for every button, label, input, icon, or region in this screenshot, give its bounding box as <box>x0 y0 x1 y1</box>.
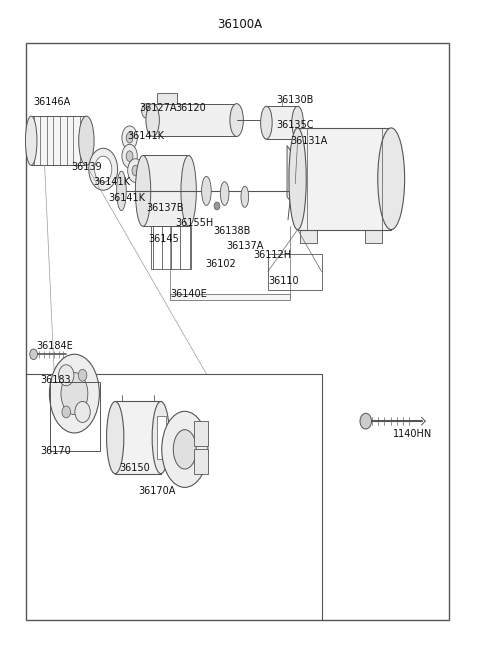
Text: 36183: 36183 <box>41 375 72 386</box>
Ellipse shape <box>173 430 196 469</box>
Ellipse shape <box>162 411 208 487</box>
Ellipse shape <box>122 144 137 168</box>
Text: 36102: 36102 <box>205 258 236 269</box>
Bar <box>50 382 100 451</box>
Ellipse shape <box>95 156 112 182</box>
Polygon shape <box>365 230 382 243</box>
Bar <box>115 401 161 474</box>
Bar <box>143 155 189 226</box>
Ellipse shape <box>241 186 249 207</box>
Text: 36170A: 36170A <box>138 485 176 496</box>
Text: 36135C: 36135C <box>276 119 313 130</box>
Text: 36141K: 36141K <box>108 193 145 203</box>
Text: 36140E: 36140E <box>170 289 207 299</box>
Text: 36184E: 36184E <box>36 341 73 352</box>
Ellipse shape <box>59 365 74 386</box>
Ellipse shape <box>378 128 405 230</box>
Ellipse shape <box>220 182 229 205</box>
Text: 36112H: 36112H <box>253 249 291 260</box>
Text: 36137A: 36137A <box>227 241 264 251</box>
Ellipse shape <box>61 373 88 415</box>
Ellipse shape <box>132 165 139 176</box>
Text: 36139: 36139 <box>71 162 102 173</box>
Ellipse shape <box>89 148 118 190</box>
Bar <box>146 104 165 118</box>
Bar <box>153 104 237 136</box>
Ellipse shape <box>160 104 169 118</box>
Polygon shape <box>300 230 317 243</box>
Ellipse shape <box>117 171 126 211</box>
Bar <box>151 226 191 269</box>
Ellipse shape <box>25 116 37 165</box>
Text: 36145: 36145 <box>149 234 180 245</box>
Text: 36141K: 36141K <box>94 177 131 188</box>
Ellipse shape <box>135 155 151 226</box>
Bar <box>266 106 298 139</box>
Ellipse shape <box>126 133 133 143</box>
Text: 36170: 36170 <box>40 446 71 457</box>
Text: 36138B: 36138B <box>214 226 251 236</box>
Ellipse shape <box>128 159 143 182</box>
Ellipse shape <box>62 406 71 418</box>
Ellipse shape <box>230 104 243 136</box>
Bar <box>26 43 449 620</box>
Ellipse shape <box>142 104 151 118</box>
Bar <box>170 294 290 300</box>
Ellipse shape <box>107 401 124 474</box>
Text: 36155H: 36155H <box>175 218 214 228</box>
Ellipse shape <box>292 106 303 139</box>
Ellipse shape <box>214 202 220 210</box>
Bar <box>157 93 177 104</box>
Ellipse shape <box>126 151 133 161</box>
Ellipse shape <box>30 349 37 359</box>
Text: 36141K: 36141K <box>127 131 164 141</box>
Ellipse shape <box>75 401 90 422</box>
Bar <box>268 254 322 290</box>
Bar <box>157 416 166 459</box>
Text: 36120: 36120 <box>175 103 206 113</box>
Ellipse shape <box>122 126 137 150</box>
Ellipse shape <box>261 106 272 139</box>
Text: 36127A: 36127A <box>139 103 177 113</box>
Ellipse shape <box>181 155 196 226</box>
Bar <box>31 116 86 165</box>
Ellipse shape <box>360 413 372 429</box>
Text: 36100A: 36100A <box>217 18 263 31</box>
Ellipse shape <box>78 369 87 381</box>
Bar <box>298 128 391 230</box>
Text: 36110: 36110 <box>268 276 299 286</box>
Bar <box>194 449 208 474</box>
Ellipse shape <box>146 104 159 136</box>
Ellipse shape <box>202 176 211 205</box>
Text: 36130B: 36130B <box>276 94 313 105</box>
Ellipse shape <box>79 116 94 165</box>
Ellipse shape <box>49 354 99 433</box>
Text: 36146A: 36146A <box>34 96 71 107</box>
Ellipse shape <box>289 128 306 230</box>
Bar <box>194 421 208 446</box>
Polygon shape <box>287 146 301 207</box>
Text: 36150: 36150 <box>119 463 150 474</box>
Text: 1140HN: 1140HN <box>393 429 432 440</box>
Ellipse shape <box>152 401 169 474</box>
Text: 36137B: 36137B <box>146 203 184 213</box>
Text: 36131A: 36131A <box>290 136 328 146</box>
